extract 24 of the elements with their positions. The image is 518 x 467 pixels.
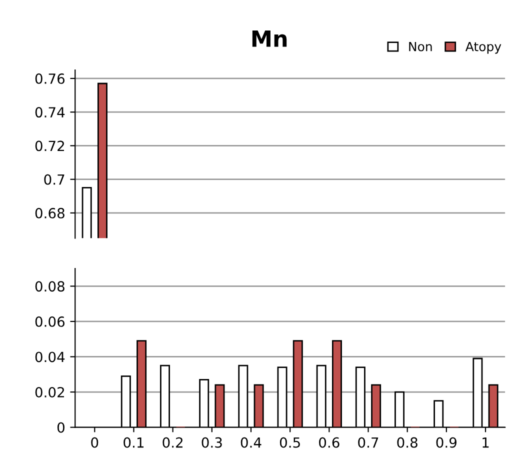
y-tick-label: 0.68 (35, 208, 64, 218)
legend-label: Atopy (465, 42, 502, 54)
chart-title: Mn (252, 30, 287, 47)
x-tick-label: 0.6 (319, 437, 340, 448)
y-tick-label: 0.08 (35, 281, 64, 292)
x-tick-label: 0.1 (124, 437, 144, 448)
y-tick-label: 0.76 (35, 73, 65, 84)
legend-label: Non (409, 42, 432, 52)
y-tick-label: 0.02 (35, 386, 64, 398)
x-tick-label: 0.2 (162, 437, 182, 448)
x-tick-label: 0.7 (358, 437, 378, 448)
y-tick-label: 0.04 (35, 352, 65, 362)
x-tick-label: 0.9 (436, 437, 456, 448)
x-tick-label: 0.8 (397, 437, 418, 448)
x-tick-label: 0.3 (202, 437, 222, 448)
y-tick-label: 0.74 (35, 107, 65, 118)
y-tick-label: 0.06 (35, 316, 65, 327)
x-tick-label: 1 (482, 437, 489, 448)
x-tick-label: 0.4 (240, 437, 262, 448)
x-tick-label: 0.5 (280, 437, 300, 448)
x-tick-label: 0 (91, 437, 98, 448)
y-tick-label: 0.7 (44, 174, 64, 185)
y-tick-label: 0.72 (35, 140, 64, 152)
y-tick-label: 0 (57, 422, 64, 433)
